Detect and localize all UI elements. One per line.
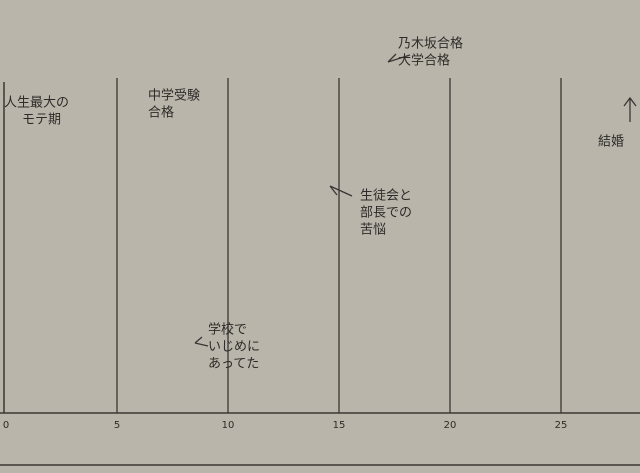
annotation: いじめに — [208, 340, 260, 355]
arrow — [194, 336, 209, 347]
arrow — [387, 53, 411, 63]
x-tick-label: 5 — [114, 420, 120, 431]
arrow — [623, 96, 637, 122]
annotation: 乃木坂合格 — [398, 36, 463, 52]
annotation: 人生最大の — [4, 96, 69, 111]
x-tick-label: 10 — [222, 420, 235, 431]
annotation: 苦悩 — [360, 222, 386, 238]
annotation: 中学受験 — [148, 88, 200, 104]
annotation: 部長での — [360, 206, 412, 221]
annotation: 結婚 — [598, 135, 624, 150]
x-tick-label: 0 — [3, 420, 9, 431]
arrow — [329, 185, 353, 197]
annotation: 大学合格 — [398, 53, 450, 69]
annotation: 学校で — [208, 322, 247, 338]
x-tick-label: 15 — [333, 420, 346, 431]
annotation: あってた — [208, 357, 259, 372]
annotation: モテ期 — [22, 113, 61, 128]
x-tick-label: 25 — [555, 420, 568, 431]
annotation: 生徒会と — [360, 189, 412, 204]
annotation: 合格 — [148, 105, 174, 121]
x-tick-label: 20 — [444, 420, 457, 431]
